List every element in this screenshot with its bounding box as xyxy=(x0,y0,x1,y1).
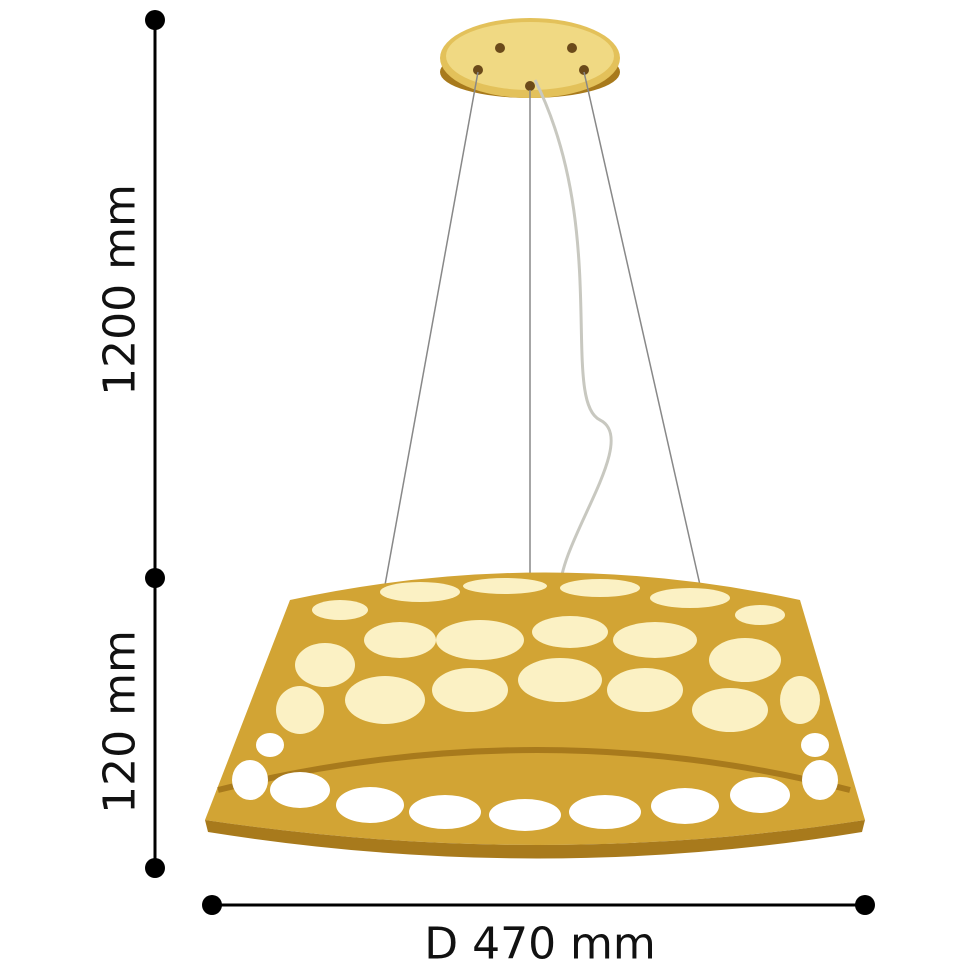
total-height-label: 1200 mm xyxy=(94,184,146,396)
dimension-dot-bottom xyxy=(145,858,165,878)
dimension-dot-top xyxy=(145,10,165,30)
horizontal-dimension-line xyxy=(202,895,875,915)
ceiling-canopy xyxy=(440,18,620,98)
lamp-shade xyxy=(205,572,865,859)
vertical-dimension-line xyxy=(145,10,165,878)
diameter-label: D 470 mm xyxy=(424,918,656,970)
dimension-dot-left xyxy=(202,895,222,915)
suspension-wires xyxy=(384,71,701,591)
dimension-dot-middle xyxy=(145,568,165,588)
dimension-dot-right xyxy=(855,895,875,915)
shade-height-label: 120 mm xyxy=(94,630,146,814)
